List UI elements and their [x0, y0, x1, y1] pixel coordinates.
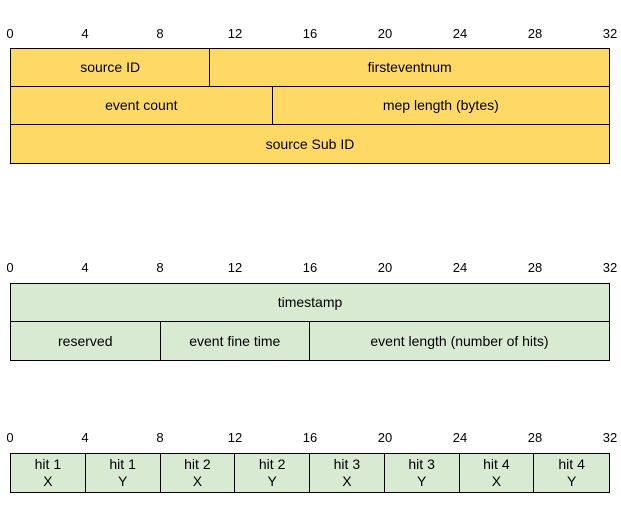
bit-label: 20 — [378, 430, 392, 445]
bit-label: 24 — [453, 260, 467, 275]
bit-label: 28 — [528, 260, 542, 275]
field-cell: hit 2 X — [161, 454, 236, 492]
field-cell: event count — [11, 87, 273, 124]
field-cell: hit 2 Y — [235, 454, 310, 492]
bit-label: 28 — [528, 26, 542, 41]
field-cell: event length (number of hits) — [310, 322, 609, 360]
bit-label: 28 — [528, 430, 542, 445]
bit-label: 8 — [156, 260, 163, 275]
bit-label: 4 — [81, 430, 88, 445]
bit-label: 16 — [303, 430, 317, 445]
bit-label: 16 — [303, 26, 317, 41]
bit-label: 24 — [453, 430, 467, 445]
field-row: event countmep length (bytes) — [11, 87, 609, 125]
hits-block: hit 1 Xhit 1 Yhit 2 Xhit 2 Yhit 3 Xhit 3… — [10, 453, 610, 493]
field-cell: event fine time — [161, 322, 311, 360]
bit-label: 24 — [453, 26, 467, 41]
field-cell: hit 3 Y — [385, 454, 460, 492]
field-row: source IDfirsteventnum — [11, 49, 609, 87]
mep-header-block: source IDfirsteventnumevent countmep len… — [10, 48, 610, 164]
field-cell: hit 4 Y — [534, 454, 609, 492]
field-cell: mep length (bytes) — [273, 87, 609, 124]
bit-label: 0 — [6, 260, 13, 275]
bit-label: 0 — [6, 430, 13, 445]
bit-ruler-middle: 048121620242832 — [10, 260, 610, 282]
field-cell: hit 3 X — [310, 454, 385, 492]
field-row: hit 1 Xhit 1 Yhit 2 Xhit 2 Yhit 3 Xhit 3… — [11, 454, 609, 492]
bit-label: 12 — [228, 430, 242, 445]
field-row: timestamp — [11, 284, 609, 322]
bit-ruler-top: 048121620242832 — [10, 26, 610, 48]
bit-label: 16 — [303, 260, 317, 275]
bit-label: 32 — [603, 26, 617, 41]
field-cell: timestamp — [11, 284, 609, 321]
field-cell: source Sub ID — [11, 125, 609, 163]
bit-label: 20 — [378, 26, 392, 41]
bit-label: 4 — [81, 26, 88, 41]
field-cell: source ID — [11, 49, 210, 86]
bit-label: 8 — [156, 430, 163, 445]
field-cell: hit 1 Y — [86, 454, 161, 492]
bit-label: 4 — [81, 260, 88, 275]
field-row: source Sub ID — [11, 125, 609, 163]
field-cell: firsteventnum — [210, 49, 609, 86]
field-cell: hit 4 X — [460, 454, 535, 492]
bit-label: 32 — [603, 430, 617, 445]
bit-label: 0 — [6, 26, 13, 41]
bit-label: 20 — [378, 260, 392, 275]
bit-label: 12 — [228, 260, 242, 275]
field-row: reservedevent fine timeevent length (num… — [11, 322, 609, 360]
field-cell: hit 1 X — [11, 454, 86, 492]
bit-label: 32 — [603, 260, 617, 275]
field-cell: reserved — [11, 322, 161, 360]
bit-ruler-bottom: 048121620242832 — [10, 430, 610, 452]
event-header-block: timestampreservedevent fine timeevent le… — [10, 283, 610, 361]
bit-label: 8 — [156, 26, 163, 41]
bit-label: 12 — [228, 26, 242, 41]
